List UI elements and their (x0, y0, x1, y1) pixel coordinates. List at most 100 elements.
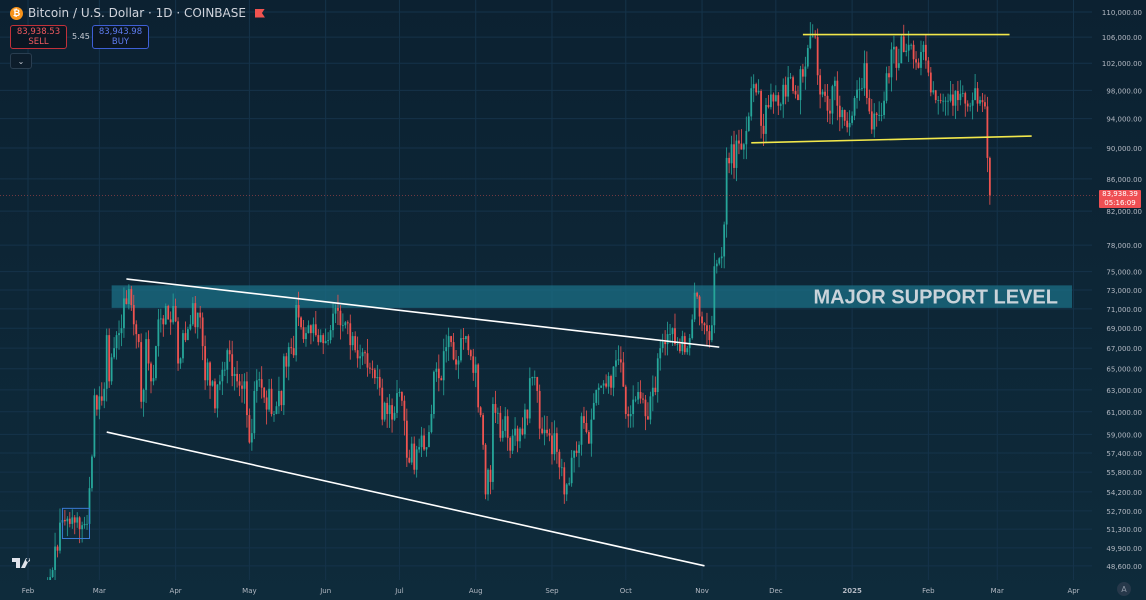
candle-body (974, 88, 976, 101)
candle (905, 43, 908, 57)
range-box[interactable] (61, 507, 90, 539)
candle-body (132, 305, 135, 325)
candle (784, 76, 787, 105)
candle-body (329, 330, 332, 341)
time-axis[interactable]: Feb Mar Apr May Jun Jul Aug Sep Oct Nov Dec 2025 Feb… (22, 587, 1080, 595)
flag-icon[interactable] (254, 8, 265, 18)
sell-button[interactable]: 83,938.53 SELL (10, 25, 67, 49)
candle-body (361, 352, 364, 357)
candle-body (66, 518, 69, 522)
candle (54, 532, 56, 580)
candle (98, 386, 101, 420)
candle (570, 450, 573, 487)
candle-body (912, 44, 915, 60)
candle (95, 394, 98, 416)
chevron-down-icon[interactable]: ⌄ (10, 53, 32, 69)
candle (428, 425, 430, 448)
candle (622, 352, 625, 387)
candle-body (590, 419, 593, 444)
candle-body (622, 362, 625, 387)
candle-body (413, 443, 416, 470)
candle (319, 329, 322, 343)
buy-button[interactable]: 83,943.98 BUY (92, 25, 149, 49)
symbol-header[interactable]: ₿ Bitcoin / U.S. Dollar · 1D · COINBASE (10, 6, 265, 20)
candle (489, 465, 492, 495)
candle (799, 65, 802, 115)
y-tick-label: 94,000.00 (1106, 116, 1142, 124)
candle-body (137, 334, 140, 343)
candle (68, 512, 71, 528)
candle (302, 320, 305, 343)
candle-body (169, 319, 172, 323)
candle (580, 412, 583, 456)
candle (587, 430, 590, 444)
candle (196, 312, 199, 339)
candle (418, 438, 421, 453)
candle (841, 107, 844, 129)
candle-body (551, 435, 553, 455)
candle (804, 56, 807, 90)
candle (504, 407, 507, 438)
candle (605, 374, 607, 389)
candle-body (83, 523, 86, 526)
y-tick-label: 102,000.00 (1102, 60, 1142, 68)
candle-body (779, 104, 782, 106)
candle (792, 75, 794, 94)
candle (474, 356, 477, 388)
candle (666, 321, 669, 356)
candle (351, 332, 354, 351)
candle (410, 436, 413, 465)
candle (895, 46, 898, 81)
support-band-label: MAJOR SUPPORT LEVEL (814, 287, 1058, 309)
candle-body (624, 386, 627, 414)
candle-body (270, 388, 273, 414)
candle (167, 304, 170, 320)
trendline-channel-upper[interactable] (126, 278, 720, 348)
candle-body (59, 522, 61, 551)
candle-body (575, 450, 578, 453)
candle (868, 89, 871, 115)
y-tick-label: 98,000.00 (1106, 87, 1142, 95)
candle (774, 85, 777, 102)
candle-body (696, 292, 699, 297)
candle (118, 320, 120, 350)
drawings[interactable] (61, 33, 1032, 567)
candle-body (816, 37, 819, 76)
tradingview-logo[interactable] (12, 558, 31, 568)
candle-body (932, 90, 935, 93)
candle (907, 30, 910, 63)
candle (910, 43, 913, 50)
candle-body (659, 348, 662, 359)
candle-body (433, 371, 435, 414)
candle (831, 84, 834, 125)
candle-body (553, 433, 556, 455)
trendline-channel-lower[interactable] (106, 431, 705, 567)
candle (927, 57, 930, 77)
candle-body (130, 289, 133, 306)
candle-body (344, 322, 347, 326)
x-tick-label: Sep (545, 587, 559, 595)
trendline-range-bottom[interactable] (751, 135, 1032, 144)
candle (322, 333, 325, 355)
candle-body (391, 405, 393, 420)
candle (600, 385, 603, 389)
candle (966, 100, 969, 112)
candle (607, 372, 610, 394)
candle (647, 402, 649, 420)
candle (354, 331, 357, 353)
candle (809, 22, 812, 50)
auto-scale-button[interactable]: A (1117, 582, 1131, 596)
candle-body (861, 88, 863, 90)
price-axis[interactable]: 110,000.00 106,000.00 102,000.00 98,000.00 9… (1102, 9, 1142, 571)
candle (836, 71, 839, 121)
candle-body (420, 435, 423, 448)
candle (437, 354, 440, 392)
candle-body (770, 94, 772, 108)
candle (216, 384, 219, 418)
candle-body (841, 109, 844, 118)
candle-body (351, 336, 354, 346)
candle-body (452, 342, 455, 360)
y-tick-label: 75,000.00 (1106, 269, 1142, 277)
candle-body (723, 224, 726, 257)
